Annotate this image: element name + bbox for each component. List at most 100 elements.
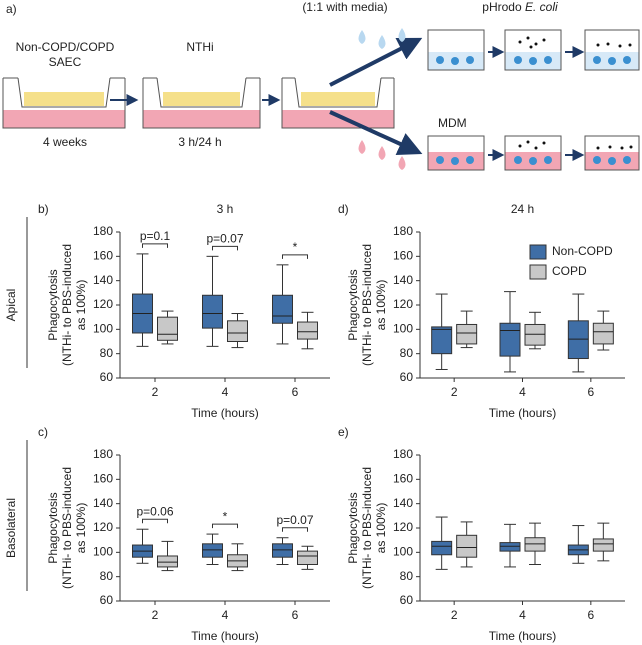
legend-swatch bbox=[529, 244, 547, 260]
row-label: Basolateral bbox=[4, 498, 18, 558]
box bbox=[297, 321, 318, 340]
x-tick-label: 6 bbox=[292, 385, 299, 399]
box bbox=[499, 542, 521, 552]
significance-bracket bbox=[142, 518, 168, 524]
label: NTHi bbox=[186, 40, 213, 54]
box bbox=[499, 322, 521, 357]
legend-swatch bbox=[529, 264, 547, 280]
label: 4 weeks bbox=[43, 135, 87, 149]
y-tick-label: 160 bbox=[393, 472, 413, 486]
y-tick-label: 60 bbox=[400, 593, 414, 607]
box bbox=[524, 323, 546, 346]
box bbox=[272, 543, 293, 558]
y-tick-label: 60 bbox=[100, 370, 114, 384]
x-tick-label: 2 bbox=[152, 608, 159, 622]
x-axis-label: Time (hours) bbox=[489, 406, 557, 420]
label: pHrodo E. coli bbox=[482, 0, 558, 14]
label: SAEC bbox=[49, 55, 82, 69]
y-tick-label: 140 bbox=[393, 273, 413, 287]
label: 3 h/24 h bbox=[178, 135, 221, 149]
y-axis-label: as 100%) bbox=[374, 503, 388, 554]
annotation: * bbox=[223, 509, 228, 523]
row-label: Apical bbox=[4, 289, 18, 322]
box bbox=[202, 543, 223, 558]
x-axis-label: Time (hours) bbox=[489, 629, 557, 643]
box bbox=[592, 322, 614, 345]
y-tick-label: 120 bbox=[393, 520, 413, 534]
cells bbox=[436, 56, 631, 165]
box bbox=[456, 534, 478, 558]
y-tick-label: 160 bbox=[93, 472, 113, 486]
y-tick-label: 100 bbox=[393, 322, 413, 336]
chart-title: 3 h bbox=[217, 202, 234, 216]
box bbox=[524, 537, 546, 552]
x-tick-label: 4 bbox=[222, 608, 229, 622]
y-axis-label: as 100%) bbox=[374, 280, 388, 331]
legend-label: COPD bbox=[552, 264, 587, 278]
y-tick-label: 60 bbox=[100, 593, 114, 607]
y-axis-label: (NTHi- to PBS-induced bbox=[360, 467, 374, 589]
y-axis-label: Phagocytosis bbox=[346, 269, 360, 340]
y-tick-label: 180 bbox=[93, 224, 113, 238]
annotation: p=0.06 bbox=[136, 504, 173, 518]
box bbox=[567, 320, 589, 360]
significance-bracket bbox=[282, 527, 308, 532]
x-tick-label: 2 bbox=[152, 385, 159, 399]
x-tick-label: 6 bbox=[292, 608, 299, 622]
box bbox=[157, 316, 178, 341]
panel-label: b) bbox=[38, 202, 49, 216]
y-axis-label: Phagocytosis bbox=[46, 492, 60, 563]
panel-label: c) bbox=[38, 425, 48, 439]
legend-label: Non-COPD bbox=[552, 244, 613, 258]
box bbox=[431, 540, 453, 556]
significance-bracket bbox=[212, 245, 238, 251]
y-tick-label: 120 bbox=[393, 297, 413, 311]
bacteria bbox=[518, 36, 633, 150]
y-tick-label: 120 bbox=[93, 520, 113, 534]
y-axis-label: (NTHi- to PBS-induced bbox=[60, 467, 74, 589]
y-tick-label: 180 bbox=[393, 224, 413, 238]
panel-label: a) bbox=[6, 2, 17, 16]
box bbox=[431, 326, 453, 355]
y-axis-label: as 100%) bbox=[74, 503, 88, 554]
y-tick-label: 80 bbox=[100, 569, 114, 583]
panel-label: d) bbox=[338, 202, 349, 216]
y-tick-label: 140 bbox=[393, 496, 413, 510]
y-tick-label: 100 bbox=[393, 545, 413, 559]
box bbox=[202, 294, 223, 329]
annotation: p=0.07 bbox=[206, 232, 243, 246]
y-axis-label: (NTHi- to PBS-induced bbox=[60, 244, 74, 366]
significance-bracket bbox=[212, 523, 238, 529]
y-tick-label: 80 bbox=[400, 569, 414, 583]
y-tick-label: 100 bbox=[93, 322, 113, 336]
label: (1:1 with media) bbox=[302, 0, 387, 14]
label: E. coli bbox=[525, 0, 558, 14]
box bbox=[297, 550, 318, 565]
x-axis-label: Time (hours) bbox=[191, 629, 259, 643]
y-tick-label: 160 bbox=[93, 249, 113, 263]
arrows bbox=[110, 37, 585, 161]
schematic: a) Non-COPD/COPD SAEC 4 weeks NTHi 3 h/2… bbox=[2, 0, 640, 171]
y-tick-label: 120 bbox=[93, 297, 113, 311]
annotation: * bbox=[293, 240, 298, 254]
box bbox=[157, 555, 178, 568]
y-tick-label: 140 bbox=[93, 496, 113, 510]
significance-bracket bbox=[282, 254, 308, 259]
y-tick-label: 180 bbox=[393, 447, 413, 461]
annotation: p=0.07 bbox=[276, 513, 313, 527]
panel-label: e) bbox=[338, 425, 349, 439]
x-tick-label: 4 bbox=[519, 608, 526, 622]
significance-bracket bbox=[142, 243, 168, 248]
y-tick-label: 60 bbox=[400, 370, 414, 384]
box bbox=[456, 323, 478, 345]
y-axis-label: Phagocytosis bbox=[346, 492, 360, 563]
y-axis-label: as 100%) bbox=[74, 280, 88, 331]
x-tick-label: 6 bbox=[587, 608, 594, 622]
y-tick-label: 160 bbox=[393, 249, 413, 263]
label: pHrodo bbox=[482, 0, 522, 14]
x-tick-label: 6 bbox=[587, 385, 594, 399]
y-tick-label: 140 bbox=[93, 273, 113, 287]
label: Non-COPD/COPD bbox=[16, 40, 115, 54]
box bbox=[227, 320, 248, 343]
